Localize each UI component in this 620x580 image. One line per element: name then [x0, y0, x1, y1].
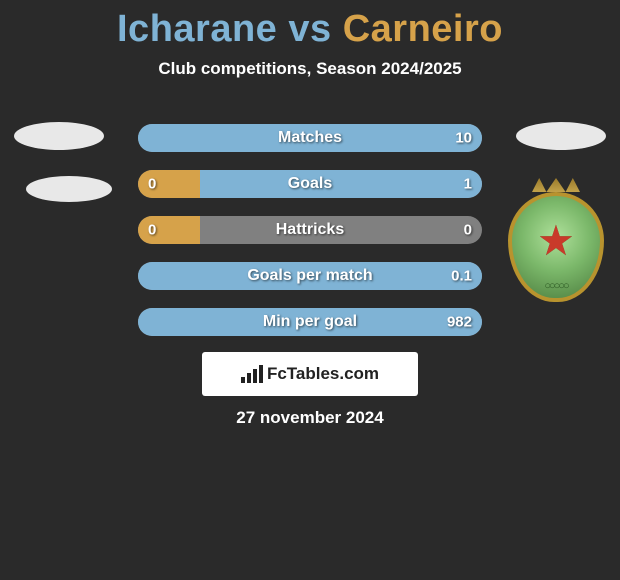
stat-bar: 0 0 Hattricks [138, 216, 482, 244]
stat-value-right: 0 [464, 222, 472, 239]
brand-box: FcTables.com [202, 352, 418, 396]
crest-star-icon: ★ [537, 220, 575, 262]
stat-value-right: 0.1 [451, 268, 472, 285]
stat-value-right: 982 [447, 314, 472, 331]
stat-bar: 0.1 Goals per match [138, 262, 482, 290]
stat-value-right: 1 [464, 176, 472, 193]
title-vs: vs [288, 8, 331, 50]
stat-value-right: 10 [455, 130, 472, 147]
crest-rings-icon: ○○○○○ [544, 280, 567, 292]
stat-bar: 0 1 Goals [138, 170, 482, 198]
page-title: Icharane vs Carneiro [0, 0, 620, 51]
player1-silhouette-body [26, 176, 112, 202]
club-crest: ★ ○○○○○ [506, 178, 606, 308]
subtitle: Club competitions, Season 2024/2025 [0, 59, 620, 79]
stat-value-left: 0 [148, 222, 156, 239]
brand-text: FcTables.com [267, 364, 379, 384]
bar-chart-icon [241, 365, 263, 383]
player1-silhouette-head [14, 122, 104, 150]
stat-label: Min per goal [263, 313, 357, 331]
stat-label: Matches [278, 129, 342, 147]
stats-bars: 10 Matches 0 1 Goals 0 0 Hattricks 0.1 Goals per … [138, 124, 482, 354]
crest-crown-icon [532, 178, 580, 192]
crest-body: ★ ○○○○○ [508, 192, 604, 302]
player2-silhouette-head [516, 122, 606, 150]
stat-value-left: 0 [148, 176, 156, 193]
title-player1: Icharane [117, 8, 277, 50]
stat-bar: 982 Min per goal [138, 308, 482, 336]
title-player2: Carneiro [343, 8, 503, 50]
stat-label: Goals per match [247, 267, 372, 285]
date-text: 27 november 2024 [0, 408, 620, 428]
stat-label: Hattricks [276, 221, 344, 239]
stat-bar-right-fill [200, 170, 482, 198]
stat-label: Goals [288, 175, 332, 193]
stat-bar: 10 Matches [138, 124, 482, 152]
